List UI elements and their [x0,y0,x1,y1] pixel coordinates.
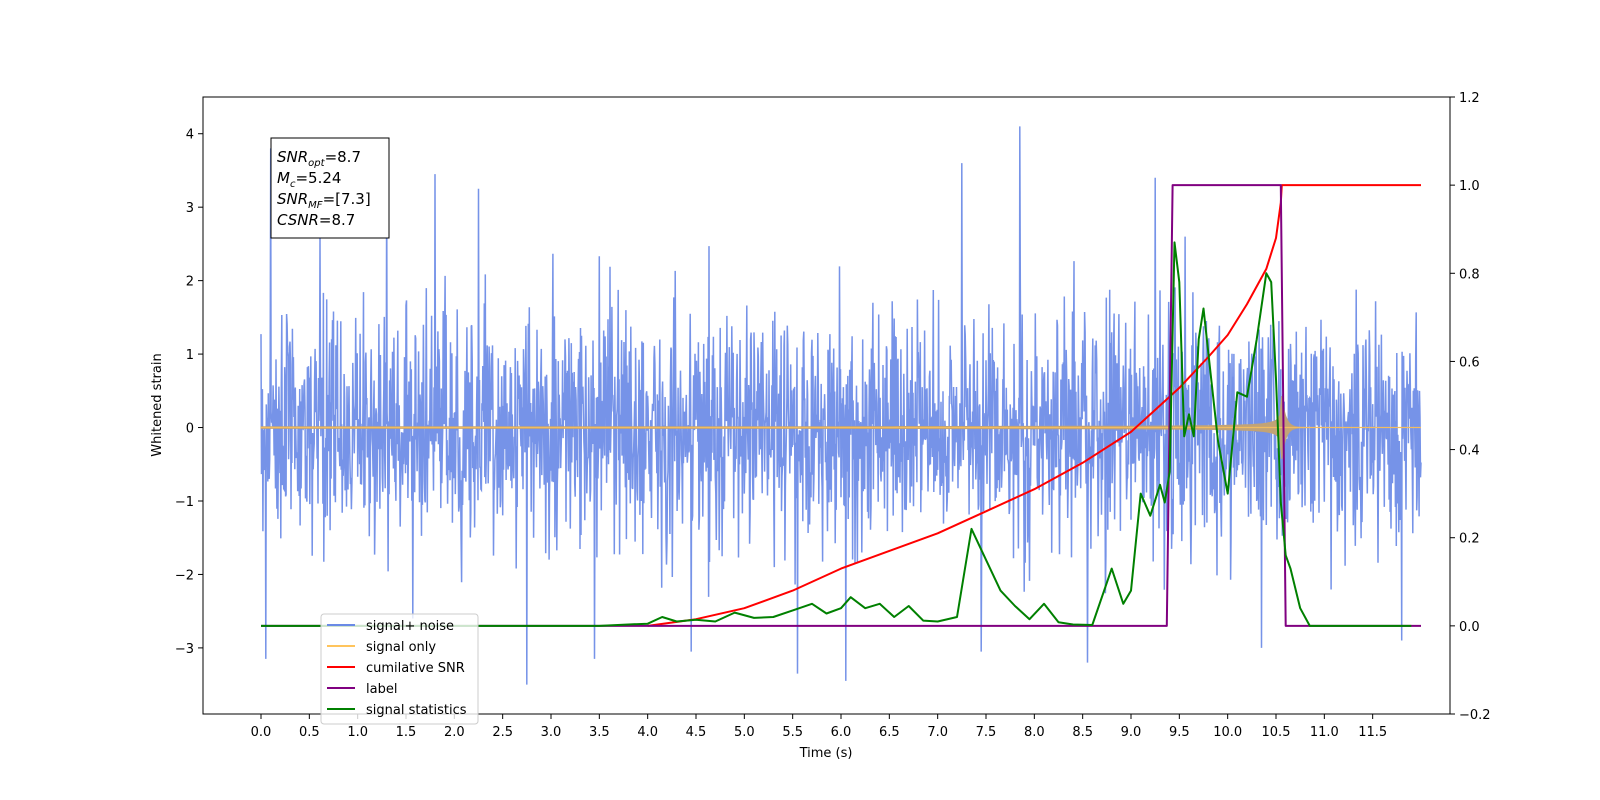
x-tick-label: 8.0 [1024,725,1045,740]
x-tick-label: 11.0 [1310,725,1339,740]
y-left-tick-label: 2 [186,275,194,290]
annotation-line: CSNR=8.7 [277,211,355,229]
annotation-value: =[7.3] [323,190,371,208]
y-axis-right: −0.2 0.0 0.2 0.4 0.6 0.8 1.0 1.2 [1450,91,1491,723]
x-tick-label: 8.5 [1072,725,1093,740]
annotation-value: =8.7 [319,211,355,229]
annotation-value: =5.24 [295,169,341,187]
series-signal-statistics [261,241,1412,627]
annotation-line: Mc=5.24 [277,169,341,190]
y-left-tick-label: −2 [175,568,194,583]
legend-label: signal only [366,640,436,655]
x-tick-label: 4.0 [637,725,658,740]
y-axis-left-title: Whitened strain [150,353,165,456]
y-left-tick-label: 1 [186,348,194,363]
y-right-tick-label: 0.2 [1459,532,1480,547]
y-right-tick-label: 0.8 [1459,267,1480,282]
y-right-tick-label: 1.2 [1459,91,1480,106]
x-tick-label: 2.0 [444,725,465,740]
y-right-tick-label: 0.6 [1459,355,1480,370]
x-tick-label: 3.5 [589,725,610,740]
annotation-value: =8.7 [325,148,361,166]
x-tick-label: 7.5 [976,725,997,740]
x-tick-label: 4.5 [686,725,707,740]
x-tick-label: 9.0 [1121,725,1142,740]
x-tick-label: 10.5 [1262,725,1291,740]
legend-frame [320,613,479,725]
plot-frame [202,96,1451,715]
legend-label: label [366,682,397,697]
x-tick-label: 1.0 [347,725,368,740]
x-tick-label: 10.0 [1213,725,1242,740]
annotation-line: SNRopt=8.7 [277,148,361,169]
x-axis: 0.0 0.5 1.0 1.5 2.0 2.5 3.0 3.5 4.0 4.5 5.0 5.5 6.0 6… [251,714,1387,740]
y-axis-left: −3 −2 −1 0 1 2 3 4 [175,128,203,657]
legend: signal+ noise signal only cumilative SNR la… [320,613,479,725]
x-tick-label: 5.0 [734,725,755,740]
plot-area [260,126,1422,685]
annotation-box-frame [270,137,390,239]
x-tick-label: 1.5 [396,725,417,740]
y-left-tick-label: −3 [175,642,194,657]
x-axis-title: Time (s) [799,746,853,761]
legend-label: signal+ noise [366,619,454,634]
x-tick-label: 3.0 [541,725,562,740]
series-cumilative-snr [647,184,1421,627]
series-label [261,184,1421,627]
annotation-subscript: c [290,179,296,190]
y-left-tick-label: 4 [186,128,194,143]
x-tick-label: 0.5 [299,725,320,740]
y-right-tick-label: −0.2 [1459,708,1491,723]
y-right-tick-label: 0.0 [1459,620,1480,635]
y-left-tick-label: −1 [175,495,194,510]
y-right-tick-label: 1.0 [1459,179,1480,194]
x-tick-label: 0.0 [251,725,272,740]
series-signal-noise [260,126,1422,685]
y-left-tick-label: 3 [186,201,194,216]
x-tick-label: 6.0 [831,725,852,740]
annotation-line: SNRMF=[7.3] [277,190,371,211]
annotation-symbol: SNR [277,190,308,208]
x-tick-label: 5.5 [782,725,803,740]
x-tick-label: 6.5 [879,725,900,740]
annotation-symbol: CSNR [277,211,319,229]
x-tick-label: 11.5 [1358,725,1387,740]
annotation-symbol: SNR [277,148,308,166]
x-tick-label: 7.0 [927,725,948,740]
legend-label: signal statistics [366,703,467,718]
annotation-subscript: opt [308,158,325,169]
annotation-symbol: M [277,169,290,187]
annotation-subscript: MF [308,200,323,211]
x-tick-label: 9.5 [1169,725,1190,740]
legend-label: cumilative SNR [366,661,465,676]
y-right-tick-label: 0.4 [1459,444,1480,459]
y-left-tick-label: 0 [186,422,194,437]
x-tick-label: 2.5 [492,725,513,740]
